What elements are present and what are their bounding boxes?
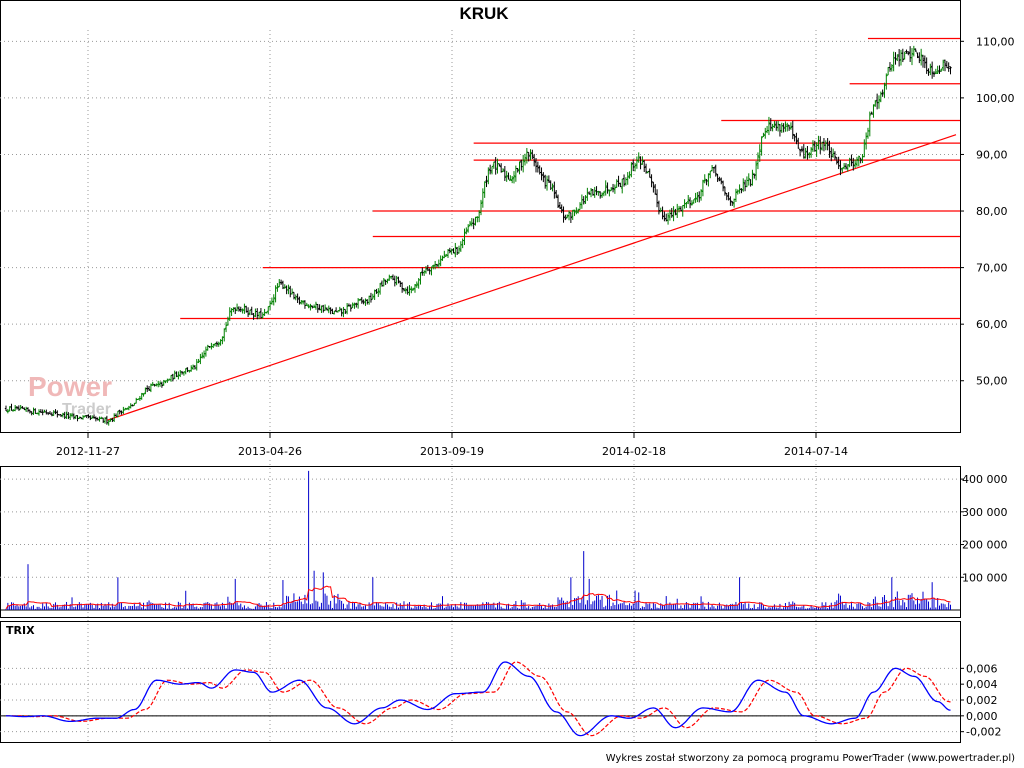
trix-signal-line [6,661,951,737]
price-x-tick-label: 2013-09-19 [420,445,484,458]
trix-line [5,661,951,737]
trix-y-tick-label: 0,004 [966,678,998,691]
volume-panel: 100 000 200 000 300 000 400 000 [0,466,1008,618]
trix-panel: -0,002 0,000 0,002 0,004 0,006 [0,621,1001,743]
volume-y-tick-label: 200 000 [962,539,1008,552]
price-y-tick-label: 60,00 [976,318,1008,331]
volume-average-line [5,585,951,610]
trix-y-tick-label: -0,002 [966,726,1001,739]
trendline [106,134,957,421]
trix-frame [0,621,961,743]
price-y-tick-label: 110,00 [976,35,1015,48]
price-x-tick-label: 2014-07-14 [784,445,848,458]
volume-y-tick-label: 100 000 [962,571,1008,584]
price-panel: 50,00 60,00 70,00 80,00 90,00 100,00 110,00 201… [0,0,1015,742]
trix-label: TRIX [6,624,35,637]
credit-text: Wykres został stworzony za pomocą progra… [606,753,1015,764]
price-x-tick-label: 2012-11-27 [56,445,120,458]
price-y-tick-label: 90,00 [976,148,1008,161]
watermark-power: Power [28,371,112,402]
trix-y-tick-label: 0,002 [966,694,998,707]
price-y-tick-label: 70,00 [976,262,1008,275]
volume-y-tick-label: 300 000 [962,506,1008,519]
price-x-tick-label: 2013-04-26 [238,445,302,458]
trix-y-tick-label: 0,006 [966,662,998,675]
trix-y-tick-label: 0,000 [966,710,998,723]
volume-y-tick-label: 400 000 [962,473,1008,486]
price-y-tick-label: 100,00 [976,92,1015,105]
volume-frame [0,466,961,618]
price-frame [0,0,961,433]
price-x-tick-label: 2014-02-18 [602,445,666,458]
price-y-tick-label: 80,00 [976,205,1008,218]
price-y-tick-label: 50,00 [976,375,1008,388]
chart-title: KRUK [459,4,509,23]
